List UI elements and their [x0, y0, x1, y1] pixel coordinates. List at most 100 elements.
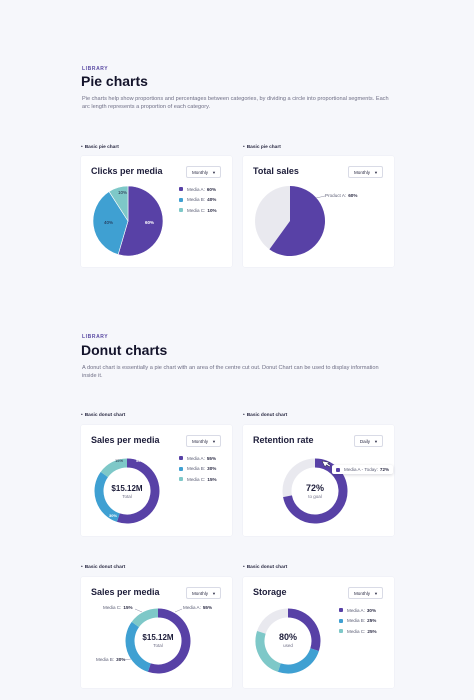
data-label-media-a: 60% [145, 220, 154, 225]
donut-slice-media-c [255, 630, 282, 672]
donut-slice-media-a [147, 608, 191, 674]
period-dropdown[interactable]: Monthly ▼ [185, 166, 221, 178]
donut-slices [282, 458, 348, 524]
data-label-media-a: 55% [136, 458, 144, 463]
donut-center-value: 80% [279, 632, 297, 642]
card-label: Basic donut chart [243, 413, 288, 418]
legend-swatch [179, 187, 183, 192]
card-title: Total sales [253, 166, 299, 176]
caret-down-icon: ▼ [212, 590, 216, 596]
donut-center-sub: to goal [308, 494, 322, 499]
legend-swatch [336, 467, 340, 472]
callout-line [315, 195, 326, 199]
pie-section-description: Pie charts help show proportions and per… [82, 96, 389, 110]
card-title: Storage [253, 587, 287, 597]
callout-name: Product A: [325, 193, 347, 198]
callout-line-b [123, 658, 132, 661]
donut-center-sub: used [283, 643, 293, 648]
legend-name: Media B: [187, 197, 206, 203]
dropdown-value: Monthly [191, 169, 209, 175]
donut-slices [94, 458, 160, 524]
callout-name: Media C: [103, 605, 122, 610]
donut-slice-media-a [116, 458, 160, 524]
pie-chart [255, 186, 326, 256]
legend-value: 55% [206, 455, 217, 461]
clicks-per-media-card: Clicks per media Monthly ▼ 60% 40% 10% M… [81, 156, 232, 267]
legend-item: Media A: 55% [179, 453, 217, 464]
period-dropdown[interactable]: Monthly ▼ [185, 587, 221, 599]
donut-chart: 72% to goal [282, 458, 348, 524]
card-title: Clicks per media [91, 166, 163, 176]
legend: Media A: 55% Media B: 30% Media C: 15% [179, 453, 217, 485]
legend-value: 25% [367, 618, 377, 624]
pie-slices [269, 186, 325, 256]
pie-slice-media-a [117, 185, 164, 257]
period-dropdown[interactable]: Monthly ▼ [347, 166, 383, 178]
data-label-media-b: 30% [109, 513, 117, 518]
dropdown-value: Monthly [191, 590, 209, 596]
donut-slice-media-c [131, 608, 159, 628]
pie-chart: 60% 40% 10% [92, 185, 164, 257]
dropdown-value: Monthly [353, 590, 371, 596]
donut-slice-media-a-today [283, 458, 348, 524]
legend-value: 60% [206, 186, 217, 192]
callout-value: 60% [348, 193, 358, 198]
pie-slice-product-a [269, 186, 325, 256]
dropdown-value: Daily [359, 438, 371, 444]
card-label: Basic donut chart [81, 565, 126, 570]
legend-item: Media C: 15% [179, 474, 217, 485]
callout-line-a [174, 608, 183, 613]
legend-item: Media B: 30% [179, 464, 217, 475]
donut-center-value: $15.12M [142, 633, 173, 642]
legend-swatch [179, 197, 183, 202]
donut-center-sub: Total [122, 494, 132, 499]
callout-name: Media A: [183, 605, 201, 610]
donut-slice-media-b [125, 621, 152, 672]
callout: Product A: 60% [325, 193, 357, 198]
period-dropdown[interactable]: Monthly ▼ [347, 587, 383, 599]
sales-per-media-card-2: Sales per media Monthly ▼ $15.12M Total … [81, 577, 232, 688]
cursor-icon [321, 460, 331, 468]
tooltip-name: Media A - Today: [344, 467, 378, 472]
storage-card: Storage Monthly ▼ 80% used Media A: 30% M… [243, 577, 394, 688]
card-title: Sales per media [91, 435, 160, 445]
caret-down-icon: ▼ [374, 169, 378, 175]
legend-item: Media C: 10% [179, 205, 217, 216]
caret-down-icon: ▼ [212, 169, 216, 175]
legend-name: Media A: [187, 186, 205, 192]
legend: Media A: 60% Media B: 40% Media C: 10% [179, 184, 217, 216]
donut-slice-media-a [287, 608, 321, 652]
donut-center-value: 72% [306, 483, 324, 493]
donut-chart: $15.12M Total [123, 608, 191, 674]
card-title: Sales per media [91, 587, 160, 597]
card-label: Basic donut chart [243, 565, 288, 570]
caret-down-icon: ▼ [374, 438, 378, 444]
pie-slices [92, 185, 164, 257]
callout-name: Media B: [96, 657, 115, 662]
legend-swatch [179, 456, 183, 461]
period-dropdown[interactable]: Daily ▼ [353, 435, 383, 447]
legend-swatch [179, 208, 183, 213]
legend-value: 10% [207, 207, 217, 213]
card-label: Basic donut chart [81, 413, 126, 418]
legend-name: Media A: [187, 455, 205, 461]
legend-name: Media A: [347, 607, 365, 613]
donut-section-description: A donut chart is essentially a pie chart… [82, 365, 379, 379]
pie-slice-media-b [92, 191, 129, 255]
period-dropdown[interactable]: Monthly ▼ [185, 435, 221, 447]
callout-value: 55% [202, 605, 213, 610]
tooltip-value: 72% [379, 467, 390, 472]
legend-swatch [339, 608, 343, 613]
legend-value: 30% [366, 607, 377, 613]
callout-value: 15% [123, 605, 133, 610]
caret-down-icon: ▼ [212, 438, 216, 444]
pie-section-kicker: LIBRARY [82, 66, 109, 72]
legend-name: Media B: [187, 466, 206, 472]
legend: Media A: 30% Media B: 25% Media C: 25% [339, 605, 377, 637]
legend-item: Media B: 40% [179, 195, 217, 206]
legend-value: 30% [207, 466, 217, 472]
legend-item: Media B: 25% [339, 616, 377, 627]
legend-name: Media C: [187, 207, 206, 213]
legend-value: 25% [367, 628, 377, 634]
legend-value: 40% [207, 197, 217, 203]
